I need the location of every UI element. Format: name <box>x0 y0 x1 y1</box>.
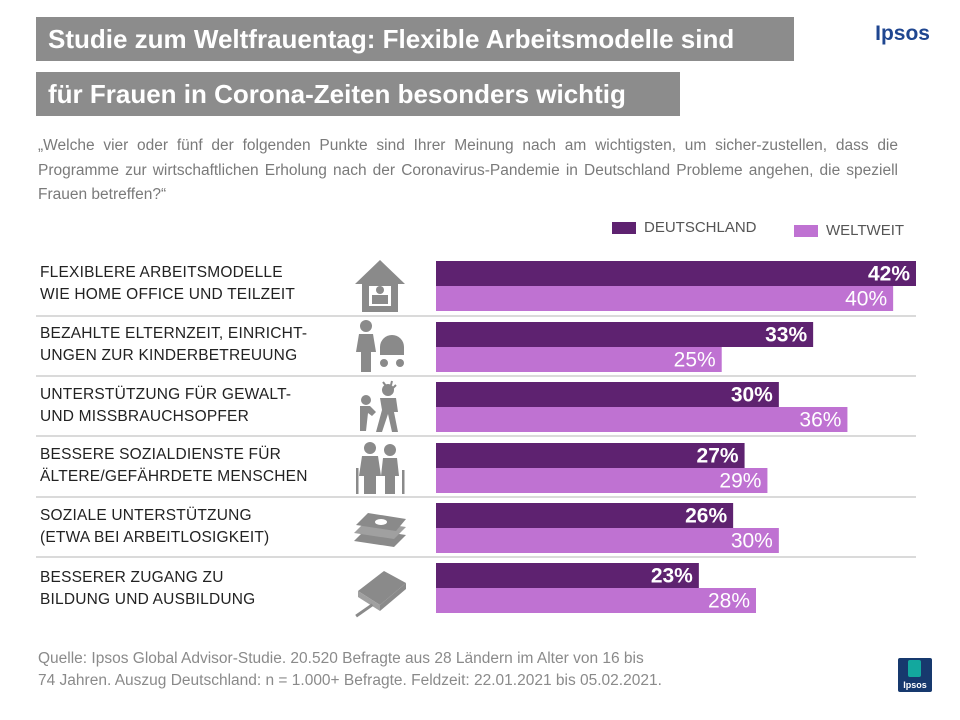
category-label-5-line2: (ETWA BEI ARBEITLOSIGKEIT) <box>40 529 270 546</box>
bar-weltweit-4 <box>436 468 768 493</box>
data-label-weltweit-4: 29% <box>719 470 761 493</box>
survey-question: „Welche vier oder fünf der folgenden Pun… <box>38 137 898 203</box>
data-label-weltweit-6: 28% <box>708 590 750 613</box>
category-label-2-line2: UNGEN ZUR KINDERBETREUUNG <box>40 347 298 364</box>
category-label-6-line2: BILDUNG UND AUSBILDUNG <box>40 591 256 608</box>
category-label-2-line1: BEZAHLTE ELTERNZEIT, EINRICHT- <box>40 325 308 342</box>
violence-icon <box>360 380 398 432</box>
legend-swatch-deutschland <box>612 221 636 234</box>
category-label-3: UNTERSTÜTZUNG FÜR GEWALT- UND MISSBRAUCH… <box>40 384 340 428</box>
money-stack-icon <box>354 513 406 547</box>
bar-deutschland-2 <box>436 322 814 347</box>
bar-deutschland-4 <box>436 443 745 468</box>
category-label-2: BEZAHLTE ELTERNZEIT, EINRICHT- UNGEN ZUR… <box>40 323 340 367</box>
category-label-4-line1: BESSERE SOZIALDIENSTE FÜR <box>40 446 281 463</box>
logo-mark <box>908 660 921 677</box>
legend-swatch-weltweit <box>794 224 818 237</box>
ipsos-logo-badge: Ipsos <box>898 658 932 692</box>
data-label-deutschland-1: 42% <box>868 263 910 286</box>
source-line-1: Quelle: Ipsos Global Advisor-Studie. 20.… <box>38 650 644 667</box>
category-label-5: SOZIALE UNTERSTÜTZUNG (ETWA BEI ARBEITLO… <box>40 505 340 549</box>
category-label-1-line2: WIE HOME OFFICE UND TEILZEIT <box>40 286 296 303</box>
bar-weltweit-2 <box>436 347 722 372</box>
legend-label-weltweit: WELTWEIT <box>826 222 905 239</box>
data-label-deutschland-4: 27% <box>697 445 739 468</box>
bar-deutschland-6 <box>436 563 699 588</box>
title-line-1: Studie zum Weltfrauentag: Flexible Arbei… <box>36 17 794 61</box>
bar-deutschland-1 <box>436 261 916 286</box>
brand-logo: Ipsos <box>875 22 930 45</box>
source-note: Quelle: Ipsos Global Advisor-Studie. 20.… <box>38 648 828 692</box>
bar-deutschland-5 <box>436 503 734 528</box>
category-label-4-line2: ÄLTERE/GEFÄHRDETE MENSCHEN <box>40 468 308 485</box>
bar-weltweit-3 <box>436 407 848 432</box>
source-line-2: 74 Jahren. Auszug Deutschland: n = 1.000… <box>38 672 662 689</box>
title-line-2: für Frauen in Corona-Zeiten besonders wi… <box>36 72 680 116</box>
category-label-3-line2: UND MISSBRAUCHSOPFER <box>40 408 249 425</box>
bar-weltweit-1 <box>436 286 894 311</box>
bar-deutschland-3 <box>436 382 779 407</box>
data-label-weltweit-2: 25% <box>674 349 716 372</box>
category-label-6-line1: BESSERER ZUGANG ZU <box>40 569 224 586</box>
logo-text: Ipsos <box>903 680 927 690</box>
data-label-weltweit-3: 36% <box>799 409 841 432</box>
category-label-4: BESSERE SOZIALDIENSTE FÜR ÄLTERE/GEFÄHRD… <box>40 444 340 488</box>
data-label-deutschland-3: 30% <box>731 384 773 407</box>
data-label-weltweit-1: 40% <box>845 288 887 311</box>
data-label-deutschland-2: 33% <box>765 324 807 347</box>
data-label-weltweit-5: 30% <box>731 530 773 553</box>
book-pen-icon <box>355 571 406 618</box>
legend-label-deutschland: DEUTSCHLAND <box>644 219 757 236</box>
data-label-deutschland-6: 23% <box>651 565 693 588</box>
bar-weltweit-6 <box>436 588 756 613</box>
data-label-deutschland-5: 26% <box>685 505 727 528</box>
category-label-3-line1: UNTERSTÜTZUNG FÜR GEWALT- <box>40 386 292 403</box>
home-office-icon <box>355 260 405 312</box>
chart-legend: DEUTSCHLAND WELTWEIT <box>612 219 932 243</box>
category-label-1: FLEXIBLERE ARBEITSMODELLE WIE HOME OFFIC… <box>40 262 340 306</box>
legend-item-deutschland: DEUTSCHLAND <box>612 219 757 236</box>
category-label-5-line1: SOZIALE UNTERSTÜTZUNG <box>40 507 252 524</box>
category-label-6: BESSERER ZUGANG ZU BILDUNG UND AUSBILDUN… <box>40 567 340 611</box>
legend-item-weltweit: WELTWEIT <box>794 222 904 239</box>
bar-weltweit-5 <box>436 528 779 553</box>
elderly-couple-icon <box>356 442 405 494</box>
parent-stroller-icon <box>356 320 404 372</box>
category-label-1-line1: FLEXIBLERE ARBEITSMODELLE <box>40 264 283 281</box>
